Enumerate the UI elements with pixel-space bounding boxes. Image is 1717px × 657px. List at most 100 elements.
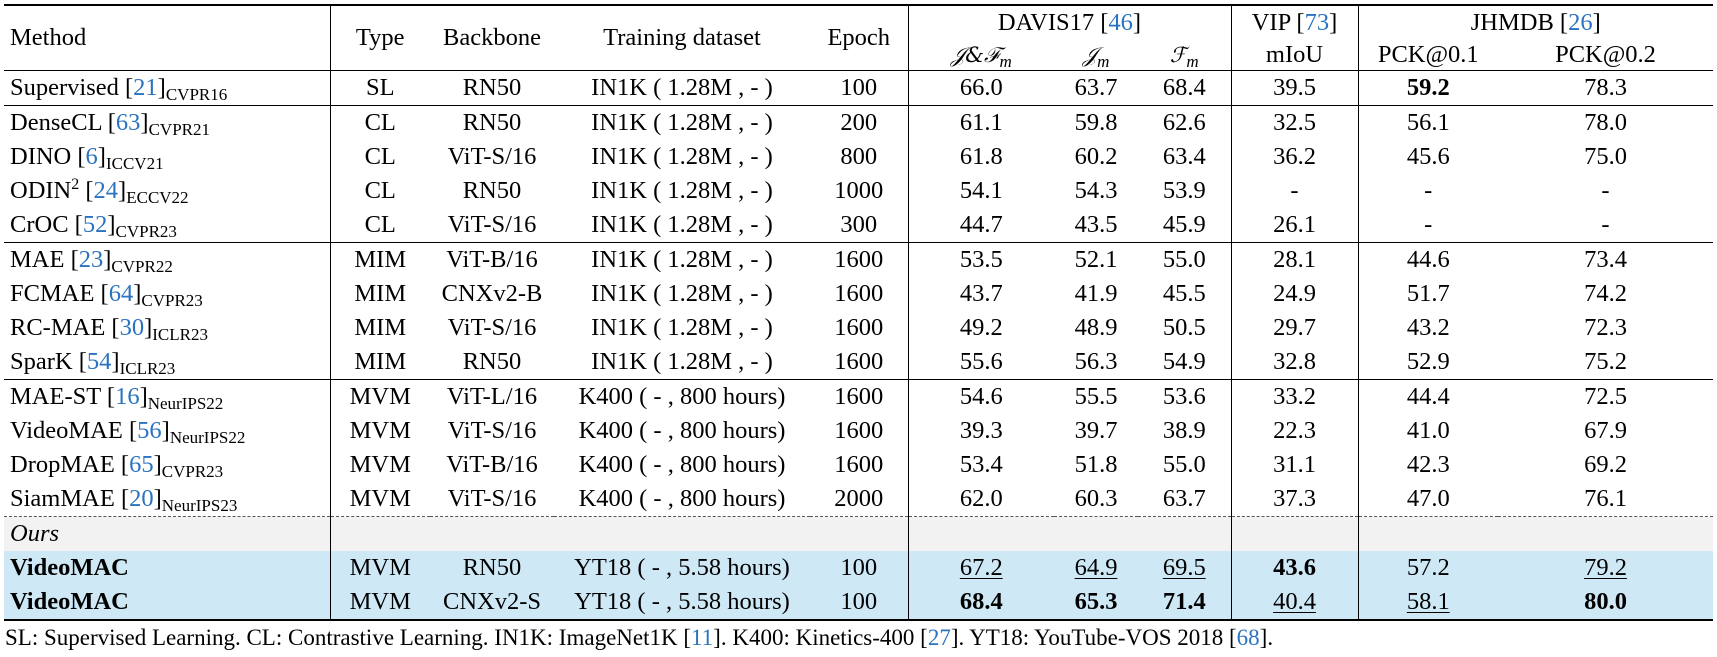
- jf-cell: 61.1: [908, 105, 1054, 140]
- table-row: VideoMAE [56]NeurIPS22 MVM ViT-S/16 K400 ( …: [4, 414, 1713, 448]
- dataset-cell: IN1K ( 1.28M , - ): [554, 105, 810, 140]
- type-cell: CL: [330, 105, 430, 140]
- j-cell: 54.3: [1074, 177, 1118, 204]
- jf-cell: 67.2: [908, 551, 1054, 585]
- epoch-cell: 200: [810, 105, 909, 140]
- pck2-cell: 75.2: [1584, 348, 1627, 375]
- j-cell: 43.5: [1074, 211, 1118, 238]
- dataset-cell: IN1K ( 1.28M , - ): [554, 70, 810, 106]
- subheader-j-mean: 𝒥m: [1082, 43, 1110, 71]
- miou-cell: 26.1: [1231, 208, 1359, 243]
- jf-cell: 44.7: [959, 211, 1003, 238]
- j-cell: 48.9: [1074, 314, 1118, 341]
- method-cell: CrOC [52]CVPR23: [4, 208, 331, 243]
- backbone-cell: RN50: [430, 70, 554, 106]
- j-cell: 51.8: [1074, 451, 1118, 478]
- subheader-f-mean: ℱm: [1138, 40, 1232, 71]
- type-cell: SL: [330, 70, 430, 106]
- method-cell: RC-MAE [30]ICLR23: [4, 311, 331, 345]
- f-cell: 62.6: [1138, 105, 1232, 140]
- type-cell: MVM: [330, 379, 430, 414]
- f-cell: 69.5: [1138, 551, 1232, 585]
- j-cell: 63.7: [1054, 70, 1138, 106]
- method-cell: FCMAE [64]CVPR23: [4, 277, 331, 311]
- epoch-cell: 1600: [810, 379, 909, 414]
- pck1-cell: -: [1424, 177, 1433, 204]
- miou-cell: 32.8: [1231, 345, 1359, 380]
- backbone-cell: ViT-S/16: [447, 314, 537, 341]
- table-row: CrOC [52]CVPR23 CL ViT-S/16 IN1K ( 1.28M , …: [4, 208, 1713, 243]
- f-cell: 45.5: [1138, 277, 1232, 311]
- miou-cell: 28.1: [1231, 242, 1359, 277]
- jf-cell: 54.1: [959, 177, 1003, 204]
- f-cell: 54.9: [1138, 345, 1232, 380]
- ours-label: Ours: [4, 516, 331, 551]
- table-row-ours: VideoMAC MVM RN50 YT18 ( - , 5.58 hours) 100…: [4, 551, 1714, 585]
- pck2-cell: 67.9: [1584, 417, 1627, 444]
- pck2-cell: 80.0: [1498, 585, 1714, 621]
- f-cell: 71.4: [1138, 585, 1232, 621]
- pck1-cell: 56.1: [1358, 105, 1498, 140]
- pck2-cell: -: [1601, 177, 1610, 204]
- f-cell: 55.0: [1138, 448, 1232, 482]
- header-backbone: Backbone: [430, 4, 554, 71]
- ours-blank: [1231, 516, 1359, 551]
- backbone-cell: ViT-B/16: [446, 451, 538, 478]
- ours-blank: [1358, 516, 1714, 551]
- miou-cell: 39.5: [1231, 70, 1359, 106]
- type-cell: MIM: [354, 280, 407, 307]
- dataset-cell: IN1K ( 1.28M , - ): [591, 314, 773, 341]
- dataset-cell: IN1K ( 1.28M , - ): [591, 348, 773, 375]
- pck2-cell: -: [1601, 211, 1610, 238]
- backbone-cell: CNXv2-B: [441, 280, 543, 307]
- table-row: SiamMAE [20]NeurIPS23 MVM ViT-S/16 K400 ( -…: [4, 482, 1713, 517]
- pck1-cell: 52.9: [1406, 348, 1450, 375]
- header-jhmdb: JHMDB [26]: [1358, 4, 1714, 40]
- type-cell: MVM: [330, 551, 430, 585]
- jf-cell: 43.7: [959, 280, 1003, 307]
- j-cell: 56.3: [1074, 348, 1118, 375]
- dataset-cell: IN1K ( 1.28M , - ): [554, 242, 810, 277]
- header-davis17: DAVIS17 [46]: [908, 4, 1232, 40]
- method-cell: MAE [23]CVPR22: [4, 242, 331, 277]
- pck2-cell: 75.0: [1584, 143, 1627, 170]
- epoch-cell: 1600: [810, 277, 909, 311]
- pck1-cell: 44.6: [1358, 242, 1498, 277]
- method-cell: VideoMAE [56]NeurIPS22: [4, 414, 331, 448]
- f-cell: 50.5: [1138, 311, 1232, 345]
- method-cell: MAE-ST [16]NeurIPS22: [4, 379, 331, 414]
- ours-blank: [330, 516, 909, 551]
- method-cell: DropMAE [65]CVPR23: [4, 448, 331, 482]
- backbone-cell: ViT-S/16: [447, 143, 537, 170]
- table-row: DropMAE [65]CVPR23 MVM ViT-B/16 K400 ( - , …: [4, 448, 1713, 482]
- pck1-cell: 42.3: [1406, 451, 1450, 478]
- ours-section-row: Ours: [4, 516, 1714, 551]
- j-cell: 60.2: [1074, 143, 1118, 170]
- jf-cell: 55.6: [959, 348, 1003, 375]
- dataset-cell: K400 ( - , 800 hours): [578, 485, 786, 512]
- j-cell: 41.9: [1074, 280, 1118, 307]
- type-cell: MIM: [330, 242, 430, 277]
- table-row: MAE-ST [16]NeurIPS22 MVM ViT-L/16 K400 ( - …: [4, 379, 1714, 414]
- f-cell: 55.0: [1138, 242, 1232, 277]
- pck2-cell: 72.5: [1498, 379, 1714, 414]
- method-cell: SparK [54]ICLR23: [4, 345, 331, 380]
- method-cell: DINO [6]ICCV21: [4, 140, 331, 174]
- j-cell: 39.7: [1074, 417, 1118, 444]
- miou-cell: 24.9: [1231, 277, 1359, 311]
- table-row: FCMAE [64]CVPR23 MIM CNXv2-B IN1K ( 1.28M ,…: [4, 277, 1713, 311]
- backbone-cell: RN50: [462, 348, 522, 375]
- f-cell: 38.9: [1138, 414, 1232, 448]
- miou-cell: 36.2: [1231, 140, 1359, 174]
- j-cell: 52.1: [1054, 242, 1138, 277]
- type-cell: CL: [364, 177, 396, 204]
- pck2-cell: 78.0: [1498, 105, 1714, 140]
- pck2-cell: 79.2: [1498, 551, 1714, 585]
- pck1-cell: 57.2: [1358, 551, 1498, 585]
- footnote: SL: Supervised Learning. CL: Contrastive…: [5, 625, 1274, 650]
- f-cell: 45.9: [1138, 208, 1232, 243]
- table-row: MAE [23]CVPR22 MIM ViT-B/16 IN1K ( 1.28M , …: [4, 242, 1714, 277]
- header-vip: VIP [73]: [1231, 4, 1359, 40]
- epoch-cell: 1600: [810, 414, 909, 448]
- type-cell: MVM: [349, 485, 411, 512]
